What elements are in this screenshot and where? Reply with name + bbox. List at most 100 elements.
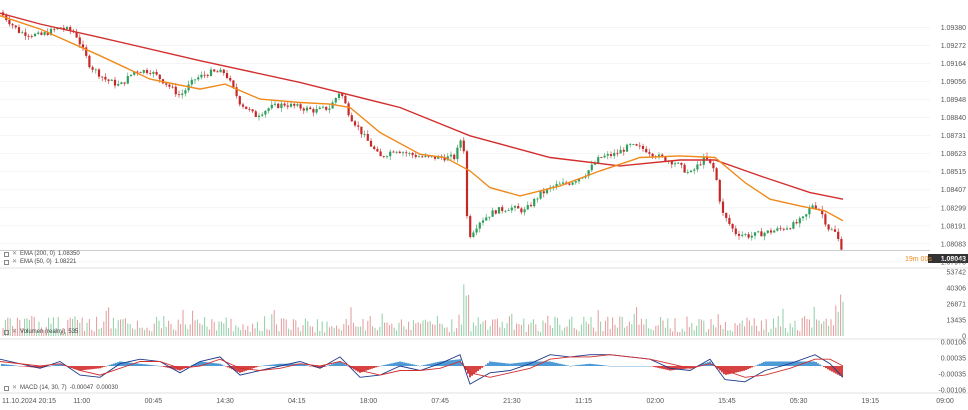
- macd-hist-bar: [745, 366, 747, 371]
- macd-hist-bar: [413, 364, 415, 366]
- macd-hist-bar: [763, 361, 765, 366]
- volume-bar: [840, 294, 842, 336]
- candle-body: [456, 147, 459, 160]
- volume-bar: [744, 326, 746, 336]
- macd-hist-bar: [111, 364, 113, 366]
- macd-hist-bar: [343, 363, 345, 366]
- volume-bar: [830, 319, 832, 336]
- macd-hist-bar: [115, 362, 117, 366]
- volume-bar: [180, 323, 182, 336]
- candle-body: [385, 156, 389, 158]
- time-tick-label: 07:45: [431, 398, 449, 405]
- volume-bar: [228, 328, 230, 336]
- candle-body: [145, 70, 149, 74]
- volume-bar: [794, 320, 796, 336]
- toggle-icon[interactable]: [4, 251, 9, 257]
- macd-hist-bar: [113, 363, 115, 366]
- volume-bar: [525, 331, 527, 336]
- candle-body: [405, 152, 408, 154]
- candle-body: [619, 149, 622, 154]
- macd-hist-bar: [267, 365, 269, 366]
- macd-hist-bar: [5, 364, 7, 366]
- macd-hist-bar: [445, 360, 447, 366]
- ema50-legend[interactable]: ✕ EMA (50, 0) 1.08221: [4, 259, 76, 265]
- macd-hist-bar: [147, 364, 149, 366]
- volume-bar: [7, 317, 9, 336]
- macd-hist-bar: [221, 364, 223, 366]
- volume-bar: [192, 310, 194, 336]
- macd-hist-bar: [761, 362, 763, 366]
- macd-hist-bar: [235, 366, 237, 371]
- volume-bar: [2, 328, 4, 336]
- time-tick-label: 00:45: [145, 398, 163, 405]
- settings-icon[interactable]: ✕: [12, 328, 18, 335]
- toggle-icon[interactable]: [4, 385, 9, 391]
- macd-hist-bar: [337, 362, 339, 366]
- macd-hist-bar: [543, 361, 545, 366]
- settings-icon[interactable]: ✕: [12, 258, 18, 265]
- macd-legend[interactable]: ✕ MACD (14, 30, 7) -0.00047 0.00030: [4, 385, 118, 391]
- volume-bar: [312, 326, 314, 336]
- toggle-icon[interactable]: [4, 259, 9, 265]
- macd-hist-bar: [165, 366, 167, 368]
- candle-body: [408, 152, 411, 154]
- macd-hist-bar: [667, 366, 669, 371]
- settings-icon[interactable]: ✕: [12, 384, 18, 391]
- volume-bar: [316, 319, 318, 336]
- macd-legend-value2: 0.00030: [96, 385, 119, 391]
- ema200-legend[interactable]: ✕ EMA (200, 0) 1.08350: [4, 251, 80, 257]
- candle-body: [805, 214, 808, 217]
- candle-body: [613, 152, 616, 156]
- macd-hist-bar: [121, 361, 123, 366]
- price-tick-label: 1.09380: [941, 25, 966, 32]
- macd-hist-bar: [425, 364, 427, 366]
- volume-bar: [535, 324, 537, 336]
- candle-body: [718, 180, 721, 202]
- volume-bar: [765, 319, 767, 336]
- time-tick-label: 14:30: [216, 398, 234, 405]
- candle-body: [475, 228, 478, 233]
- macd-hist-bar: [803, 361, 805, 366]
- volume-bar: [763, 329, 765, 336]
- macd-hist-bar: [75, 366, 77, 370]
- volume-bar: [588, 323, 590, 336]
- macd-hist-bar: [345, 364, 347, 366]
- ema50-legend-label: EMA (50, 0): [20, 259, 52, 265]
- candle-body: [81, 44, 85, 48]
- macd-hist-bar: [599, 364, 601, 366]
- volume-bar: [448, 332, 450, 336]
- macd-hist-bar: [335, 362, 337, 366]
- volume-bar: [528, 324, 530, 336]
- time-tick-label: 19:15: [862, 398, 880, 405]
- candle-body: [664, 156, 667, 162]
- volume-bar: [408, 321, 410, 336]
- macd-hist-bar: [489, 361, 491, 366]
- volume-bar: [427, 321, 429, 336]
- volume-legend[interactable]: ✕ Volumen (realny) 535: [4, 329, 78, 335]
- candle-body: [837, 231, 840, 240]
- toggle-icon[interactable]: [4, 329, 9, 335]
- candle-body: [661, 154, 664, 157]
- volume-bar: [88, 319, 90, 336]
- volume-bar: [170, 323, 172, 336]
- macd-hist-bar: [749, 366, 751, 369]
- candle-body: [168, 84, 171, 87]
- candle-body: [337, 93, 341, 98]
- candle-body: [305, 107, 309, 111]
- candle-body: [673, 163, 677, 165]
- volume-bar: [609, 329, 611, 336]
- candle-body: [315, 108, 318, 113]
- settings-icon[interactable]: ✕: [12, 250, 18, 257]
- volume-bar: [655, 325, 657, 336]
- macd-hist-bar: [127, 362, 129, 366]
- macd-hist-bar: [469, 366, 471, 378]
- volume-bar: [460, 324, 462, 336]
- candle-body: [417, 156, 421, 158]
- candle-body: [49, 28, 53, 35]
- volume-bar: [115, 328, 117, 336]
- candle-body: [206, 75, 209, 77]
- volume-tick-label: 0: [962, 334, 966, 341]
- macd-hist-bar: [797, 361, 799, 366]
- candle-body: [830, 229, 833, 231]
